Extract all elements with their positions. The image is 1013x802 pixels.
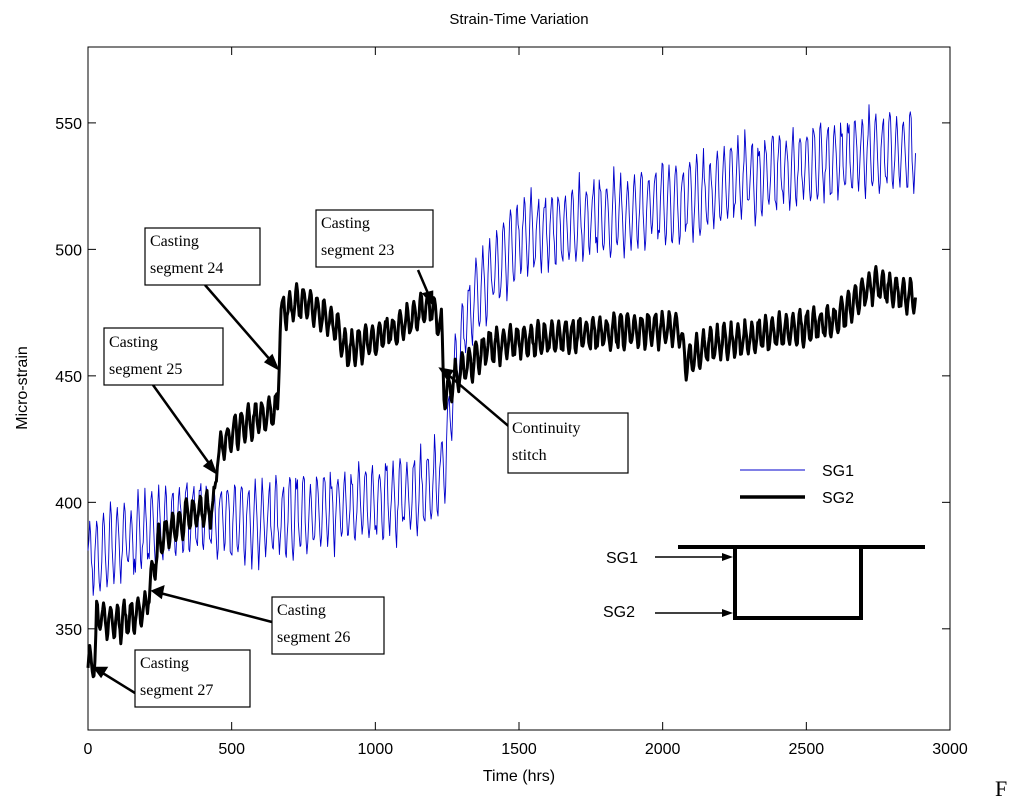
schematic-arrowhead-sg2	[722, 609, 733, 617]
schematic-label-sg1: SG1	[606, 550, 638, 567]
arrow-segment-24	[204, 284, 273, 363]
arrow-segment-25	[151, 384, 213, 467]
chart-title: Strain-Time Variation	[449, 11, 588, 28]
series-line-sg1	[87, 104, 916, 596]
annotation-segment-27-line2: segment 27	[140, 682, 213, 699]
annotation-segment-24-line1: Casting	[150, 233, 199, 250]
annotation-segment-27-line1: Casting	[140, 655, 189, 672]
series-line-sg2	[86, 265, 917, 679]
annotation-continuity-stitch: Continuity stitch	[507, 412, 629, 474]
x-tick-label-2000: 2000	[645, 741, 681, 758]
y-tick-label-550: 550	[55, 116, 82, 133]
annotation-segment-23: Casting segment 23	[315, 209, 434, 268]
annotation-segment-25-line1: Casting	[109, 334, 158, 351]
annotation-segment-25-line2: segment 25	[109, 361, 182, 378]
x-tick-label-1500: 1500	[501, 741, 537, 758]
x-tick-label-2500: 2500	[789, 741, 825, 758]
arrowhead-segment-25	[202, 458, 218, 475]
arrowhead-segment-27	[92, 666, 109, 679]
arrow-continuity-stitch	[445, 372, 513, 430]
annotation-continuity-stitch-line2: stitch	[512, 447, 547, 464]
axis-ticks: 0 500 1000 1500 2000 2500 3000 350 400 450 500 550	[55, 47, 968, 758]
arrowhead-segment-24	[263, 353, 280, 371]
series-sg2	[86, 265, 917, 679]
annotation-segment-26-line1: Casting	[277, 602, 326, 619]
stray-letter: F	[995, 776, 1008, 801]
x-tick-label-1000: 1000	[358, 741, 394, 758]
x-tick-label-0: 0	[84, 741, 93, 758]
annotation-segment-23-line1: Casting	[321, 215, 370, 232]
schematic-box	[733, 545, 863, 620]
gauge-location-schematic: SG1 SG2	[603, 545, 925, 621]
x-tick-label-3000: 3000	[932, 741, 968, 758]
arrowhead-continuity-stitch	[438, 367, 455, 381]
series-sg1	[87, 104, 916, 596]
annotation-segment-26-line2: segment 26	[277, 629, 350, 646]
arrowhead-segment-23	[421, 290, 434, 307]
arrow-segment-27	[100, 670, 136, 695]
annotation-continuity-stitch-line1: Continuity	[512, 420, 580, 437]
y-tick-label-450: 450	[55, 369, 82, 386]
y-axis-label: Micro-strain	[14, 346, 31, 430]
plot-frame	[87, 46, 951, 731]
schematic-arrowhead-sg1	[722, 553, 733, 561]
y-tick-label-350: 350	[55, 622, 82, 639]
annotation-segment-26: Casting segment 26	[271, 596, 385, 655]
x-tick-label-500: 500	[218, 741, 245, 758]
annotation-segment-27: Casting segment 27	[134, 649, 251, 708]
annotation-arrows	[92, 269, 513, 695]
x-axis-label: Time (hrs)	[483, 768, 555, 785]
annotation-segment-24: Casting segment 24	[144, 227, 261, 286]
schematic-label-sg2: SG2	[603, 604, 635, 621]
annotation-segment-24-line2: segment 24	[150, 260, 223, 277]
annotation-segment-23-line2: segment 23	[321, 242, 394, 259]
legend-label-sg1: SG1	[822, 463, 854, 480]
legend-label-sg2: SG2	[822, 490, 854, 507]
legend: SG1 SG2	[740, 463, 854, 507]
y-tick-label-400: 400	[55, 495, 82, 512]
arrowhead-segment-26	[150, 584, 165, 600]
arrow-segment-26	[159, 591, 273, 624]
y-tick-label-500: 500	[55, 242, 82, 259]
annotation-segment-25: Casting segment 25	[103, 327, 224, 386]
